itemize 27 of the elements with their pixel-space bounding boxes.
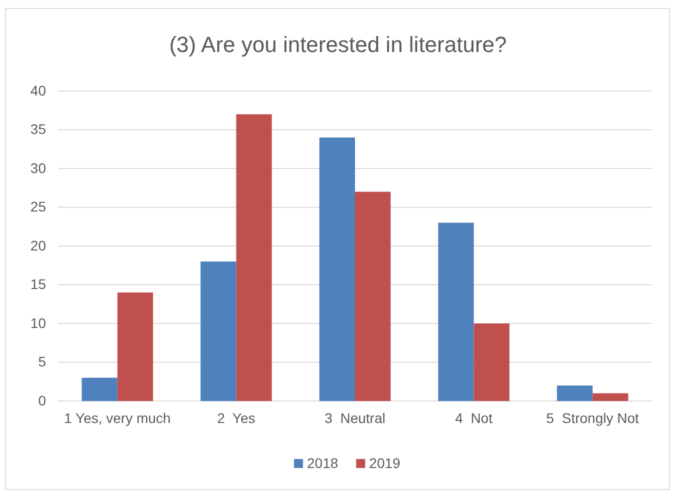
bar	[236, 114, 272, 401]
bar	[355, 192, 391, 401]
x-tick-label: 5 Strongly Not	[546, 410, 640, 426]
bar	[117, 292, 154, 401]
bar	[592, 393, 628, 401]
legend-label: 2019	[369, 455, 401, 471]
x-tick-label: 4 Not	[455, 410, 493, 426]
y-tick-label: 0	[38, 392, 46, 408]
y-tick-label: 20	[30, 237, 46, 254]
y-tick-label: 30	[30, 160, 46, 176]
bar	[474, 324, 510, 401]
x-tick-label: 1 Yes, very much	[64, 410, 171, 426]
bar	[319, 138, 355, 401]
y-tick-label: 40	[30, 82, 46, 98]
chart-title: (3) Are you interested in literature?	[169, 32, 507, 57]
x-tick-label: 2 Yes	[217, 410, 256, 426]
bar	[82, 378, 118, 401]
y-tick-label: 15	[30, 276, 46, 292]
bar	[556, 386, 593, 401]
y-tick-label: 35	[30, 121, 46, 138]
legend-label: 2018	[307, 455, 338, 471]
bar	[200, 262, 236, 401]
bar	[438, 222, 474, 401]
x-tick-label: 3 Neutral	[324, 410, 386, 426]
y-tick-label: 25	[30, 198, 46, 215]
y-tick-label: 10	[30, 314, 46, 331]
y-tick-label: 5	[38, 354, 46, 370]
